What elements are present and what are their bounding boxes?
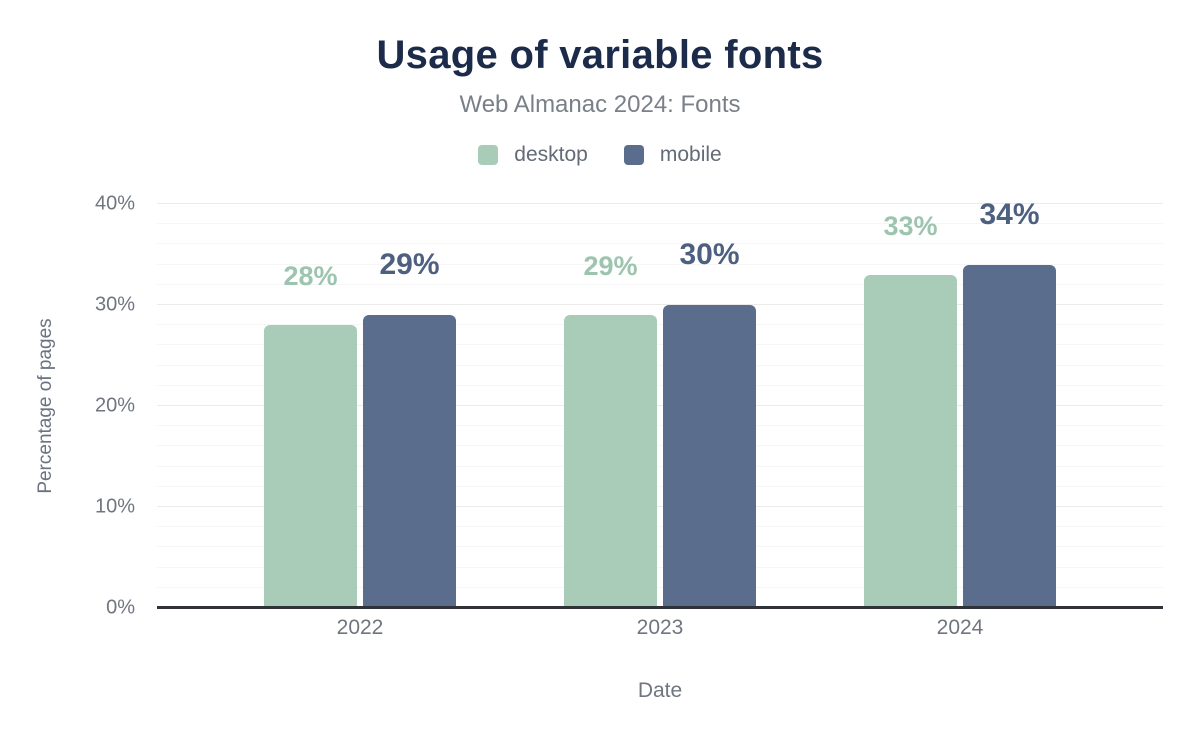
legend-label: mobile — [659, 143, 722, 166]
bar-mobile-2024[interactable]: 34% — [963, 198, 1056, 608]
bar-mobile-2022[interactable]: 29% — [363, 248, 456, 608]
major-gridline — [157, 506, 1163, 507]
legend-item-mobile[interactable]: mobile — [623, 143, 722, 167]
legend: desktop mobile — [0, 143, 1200, 167]
minor-gridline — [157, 223, 1163, 225]
x-tick-label-2023: 2023 — [636, 616, 684, 639]
minor-gridline — [157, 384, 1163, 386]
y-tick-label: 10% — [94, 495, 135, 518]
plot-area: 28% 29% 29% 30% 33% 34% — [157, 198, 1163, 609]
value-label-desktop-2024: 33% — [883, 210, 938, 241]
y-tick-label: 0% — [106, 596, 135, 619]
x-tick-label-2024: 2024 — [936, 616, 984, 639]
minor-gridline — [157, 465, 1163, 467]
minor-gridline — [157, 263, 1163, 265]
minor-gridline — [157, 566, 1163, 568]
legend-item-desktop[interactable]: desktop — [478, 143, 588, 167]
bar-group-2022: 28% 29% — [264, 204, 456, 608]
bar-mobile-2023[interactable]: 30% — [663, 238, 756, 608]
major-gridline — [157, 203, 1163, 204]
minor-gridline — [157, 445, 1163, 447]
major-gridline — [157, 304, 1163, 305]
value-label-mobile-2023: 30% — [679, 238, 740, 271]
legend-swatch-icon — [478, 145, 499, 165]
minor-gridline — [157, 546, 1163, 548]
chart-title: Usage of variable fonts — [376, 33, 824, 77]
bar-group-2024: 33% 34% — [864, 198, 1056, 608]
minor-gridline — [157, 586, 1163, 588]
minor-gridline — [157, 425, 1163, 427]
minor-gridline — [157, 243, 1163, 245]
minor-gridline — [157, 485, 1163, 487]
value-label-desktop-2023: 29% — [583, 251, 638, 282]
legend-swatch-icon — [623, 145, 644, 165]
minor-gridline — [157, 526, 1163, 528]
value-label-desktop-2022: 28% — [283, 261, 338, 292]
bar-desktop-2024[interactable]: 33% — [864, 211, 957, 608]
value-label-mobile-2022: 29% — [379, 248, 440, 282]
minor-gridline — [157, 364, 1163, 366]
y-axis-labels: 0% 10% 20% 30% 40% — [0, 193, 145, 619]
minor-gridline — [157, 324, 1163, 326]
x-axis-baseline — [157, 606, 1163, 609]
y-tick-label: 40% — [94, 192, 135, 215]
chart-subtitle: Web Almanac 2024: Fonts — [459, 91, 741, 118]
x-tick-label-2022: 2022 — [336, 616, 384, 639]
value-label-mobile-2024: 34% — [979, 197, 1040, 231]
y-tick-label: 30% — [94, 293, 135, 316]
major-gridline — [157, 405, 1163, 406]
bar-desktop-2023[interactable]: 29% — [564, 251, 657, 608]
minor-gridline — [157, 283, 1163, 285]
bar-group-2023: 29% 30% — [564, 204, 756, 608]
x-axis-title: Date — [637, 679, 683, 702]
minor-gridline — [157, 344, 1163, 346]
legend-label: desktop — [514, 143, 588, 166]
bar-desktop-2022[interactable]: 28% — [264, 261, 357, 608]
y-tick-label: 20% — [94, 394, 135, 417]
